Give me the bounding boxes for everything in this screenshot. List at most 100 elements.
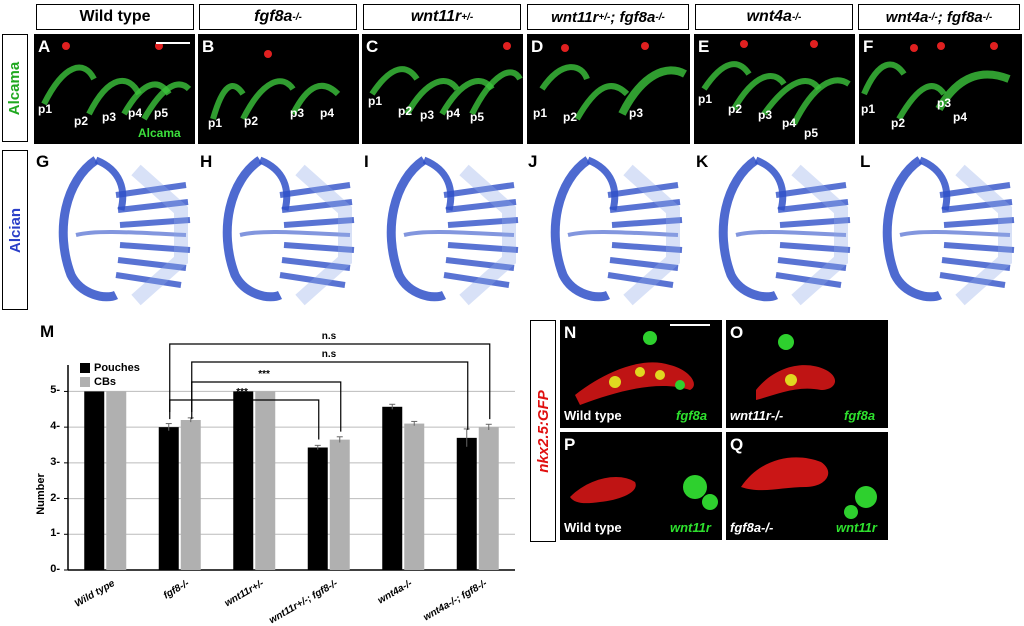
- pouch-label: p1: [533, 106, 548, 120]
- header-wnt11r-fgf8a: wnt11r +/-; fgf8a -/-: [527, 4, 689, 30]
- pouch-label: p3: [758, 108, 773, 122]
- panel-letter: M: [40, 322, 55, 341]
- header-wnt4a-fgf8a: wnt4a -/-; fgf8a -/-: [858, 4, 1020, 30]
- alcian-cartilage-image: [386, 156, 519, 306]
- panel-i: I: [364, 150, 524, 310]
- probe-label: wnt11r: [836, 520, 877, 535]
- nkx-image-n: [575, 331, 694, 405]
- row-label-alcama: Alcama: [2, 34, 28, 142]
- pouch-label: p2: [398, 104, 413, 118]
- probe-label: fgf8a: [676, 408, 708, 423]
- pouch-label: p4: [128, 106, 143, 120]
- panel-k: K: [696, 150, 856, 310]
- panel-letter: D: [531, 37, 544, 56]
- panel-letter: P: [564, 435, 576, 454]
- panel-letter: J: [528, 152, 538, 171]
- panel-letter: N: [564, 323, 577, 342]
- panel-p: P Wild type wnt11r: [560, 432, 722, 540]
- pouch-label: p3: [937, 96, 952, 110]
- bar-cbs: [404, 423, 425, 570]
- pouch-label: p2: [244, 114, 259, 128]
- alcama-stain-e: [701, 40, 851, 126]
- panel-q: Q fgf8a-/- wnt11r: [726, 432, 888, 540]
- pouch-label: p4: [953, 110, 968, 124]
- significance-bracket: [169, 343, 491, 420]
- pouch-label: p2: [891, 116, 906, 130]
- genotype-label: Wild type: [564, 520, 622, 535]
- significance-label: n.s: [321, 331, 337, 342]
- pouch-label: p5: [804, 126, 819, 140]
- nkx-image-p: [570, 475, 718, 510]
- bar-pouches: [158, 427, 179, 570]
- bar-cbs: [106, 391, 127, 570]
- row-label-nkx: nkx2.5:GFP: [530, 320, 556, 542]
- bar-pouches: [307, 447, 328, 570]
- panel-letter: E: [698, 37, 710, 56]
- significance-label: ***: [236, 387, 248, 398]
- panel-letter: H: [200, 152, 213, 171]
- panel-f: F p1 p2 p3 p4: [859, 34, 1022, 144]
- pouch-label: p3: [629, 106, 644, 120]
- row-label-alcian: Alcian: [2, 150, 28, 310]
- header-wnt4a: wnt4a -/-: [695, 4, 853, 30]
- panel-letter: I: [364, 152, 369, 171]
- panel-letter: A: [38, 37, 51, 56]
- alcian-cartilage-image: [882, 156, 1015, 306]
- panel-n: N Wild type fgf8a: [560, 320, 722, 428]
- header-wnt11r: wnt11r +/-: [363, 4, 521, 30]
- marker-label: Alcama: [138, 126, 181, 140]
- bar-cbs: [478, 427, 499, 570]
- y-tick-label: 3-: [50, 455, 60, 468]
- panel-letter: C: [366, 37, 379, 56]
- panel-l: L: [860, 150, 1020, 310]
- probe-label: wnt11r: [670, 520, 711, 535]
- pouch-label: p1: [368, 94, 383, 108]
- alcama-stain-d: [539, 42, 687, 121]
- genotype-label: fgf8a-/-: [730, 520, 774, 535]
- legend-cbs: CBs: [80, 376, 116, 388]
- pouch-label: p1: [698, 92, 713, 106]
- pouch-label: p3: [420, 108, 435, 122]
- panel-letter: G: [36, 152, 50, 171]
- header-fgf8a: fgf8a -/-: [199, 4, 357, 30]
- panel-letter: Q: [730, 435, 744, 454]
- panel-h: H: [200, 150, 360, 310]
- panel-b: B p1 p2 p3 p4: [198, 34, 359, 144]
- pouch-label: p1: [208, 116, 223, 130]
- significance-bracket: [191, 361, 469, 430]
- alcama-stain-b: [210, 50, 341, 121]
- pouch-label: p4: [446, 106, 461, 120]
- bar-cbs: [180, 420, 201, 570]
- panel-letter: K: [696, 152, 709, 171]
- bar-pouches: [382, 406, 403, 570]
- genotype-label: Wild type: [564, 408, 622, 423]
- scale-bar: [670, 324, 710, 326]
- panel-a: A p1 p2 p3 p4 p5 Alcama: [34, 34, 195, 144]
- panel-e: E p1 p2 p3 p4 p5: [694, 34, 855, 144]
- alcian-cartilage-image: [222, 156, 355, 306]
- y-tick-label: 1-: [50, 527, 60, 540]
- legend-pouches: Pouches: [80, 362, 140, 374]
- pouch-label: p2: [563, 110, 578, 124]
- pouch-label: p5: [470, 110, 485, 124]
- panel-letter: B: [202, 37, 215, 56]
- pouch-label: p4: [320, 106, 335, 120]
- alcama-stain-a: [41, 42, 192, 121]
- probe-label: fgf8a: [844, 408, 876, 423]
- significance-label: n.s: [321, 349, 337, 360]
- genotype-label: wnt11r-/-: [730, 408, 784, 423]
- panel-o: O wnt11r-/- fgf8a: [726, 320, 888, 428]
- bar-pouches: [233, 391, 254, 570]
- pouch-label: p2: [74, 114, 89, 128]
- header-wild-type: Wild type: [36, 4, 194, 30]
- bar-pouches: [456, 437, 477, 570]
- panel-g: G: [36, 150, 196, 310]
- pouch-label: p3: [290, 106, 305, 120]
- pouch-label: p2: [728, 102, 743, 116]
- alcama-stain-f: [861, 42, 1011, 121]
- bar-pouches: [84, 391, 105, 570]
- pouch-label: p5: [154, 106, 169, 120]
- significance-label: ***: [258, 369, 270, 380]
- alcama-stain-c: [369, 42, 523, 116]
- pouch-label: p1: [38, 102, 53, 116]
